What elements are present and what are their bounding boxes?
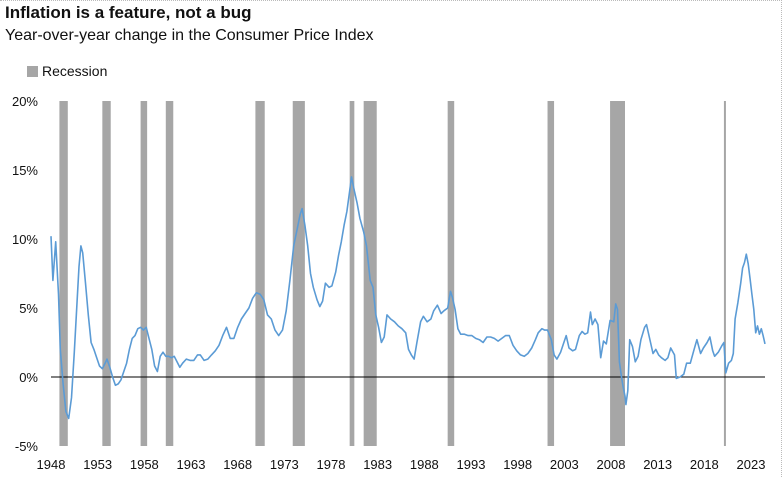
x-tick-label-2013: 2013 bbox=[643, 457, 672, 472]
y-axis-ticks: -5% 0% 5% 10% 15% 20% bbox=[12, 94, 38, 454]
x-tick-label-1953: 1953 bbox=[83, 457, 112, 472]
y-tick-label-5: 20% bbox=[12, 94, 38, 109]
x-tick-label-1983: 1983 bbox=[363, 457, 392, 472]
series-layer bbox=[50, 176, 766, 420]
x-tick-label-2018: 2018 bbox=[690, 457, 719, 472]
chart-subtitle: Year-over-year change in the Consumer Pr… bbox=[5, 27, 374, 44]
x-tick-label-1963: 1963 bbox=[177, 457, 206, 472]
x-tick-label-2023: 2023 bbox=[737, 457, 766, 472]
recession-band-11 bbox=[610, 101, 625, 446]
recession-band-10 bbox=[547, 101, 555, 446]
recession-band-1 bbox=[59, 101, 68, 446]
chart-title: Inflation is a feature, not a bug bbox=[5, 3, 252, 22]
y-tick-label-2: 5% bbox=[19, 301, 38, 316]
x-axis-ticks: 1948 1953 1958 1963 1968 1973 1978 1983 1988 1993… bbox=[37, 457, 766, 472]
recession-band-3 bbox=[140, 101, 148, 446]
legend-label-recession: Recession bbox=[42, 63, 108, 79]
legend-swatch-recession bbox=[27, 65, 38, 77]
x-tick-label-1993: 1993 bbox=[457, 457, 486, 472]
recession-band-6 bbox=[292, 101, 305, 446]
legend: Recession bbox=[27, 63, 107, 79]
x-tick-label-1998: 1998 bbox=[503, 457, 532, 472]
recession-band-9 bbox=[447, 101, 455, 446]
recession-band-12 bbox=[723, 101, 726, 446]
recession-band-4 bbox=[165, 101, 174, 446]
recession-band-5 bbox=[255, 101, 265, 446]
y-tick-label-0: -5% bbox=[15, 439, 39, 454]
y-tick-label-1: 0% bbox=[19, 370, 38, 385]
x-tick-label-1948: 1948 bbox=[37, 457, 66, 472]
cpi-yoy-line bbox=[50, 176, 766, 420]
recession-band-2 bbox=[102, 101, 111, 446]
y-tick-label-4: 15% bbox=[12, 163, 38, 178]
y-tick-label-3: 10% bbox=[12, 232, 38, 247]
x-tick-label-1958: 1958 bbox=[130, 457, 159, 472]
x-tick-label-1978: 1978 bbox=[317, 457, 346, 472]
x-tick-label-2003: 2003 bbox=[550, 457, 579, 472]
x-tick-label-1973: 1973 bbox=[270, 457, 299, 472]
recession-bands bbox=[59, 101, 726, 446]
recession-band-7 bbox=[349, 101, 355, 446]
x-tick-label-1988: 1988 bbox=[410, 457, 439, 472]
x-tick-label-2008: 2008 bbox=[597, 457, 626, 472]
x-tick-label-1968: 1968 bbox=[223, 457, 252, 472]
